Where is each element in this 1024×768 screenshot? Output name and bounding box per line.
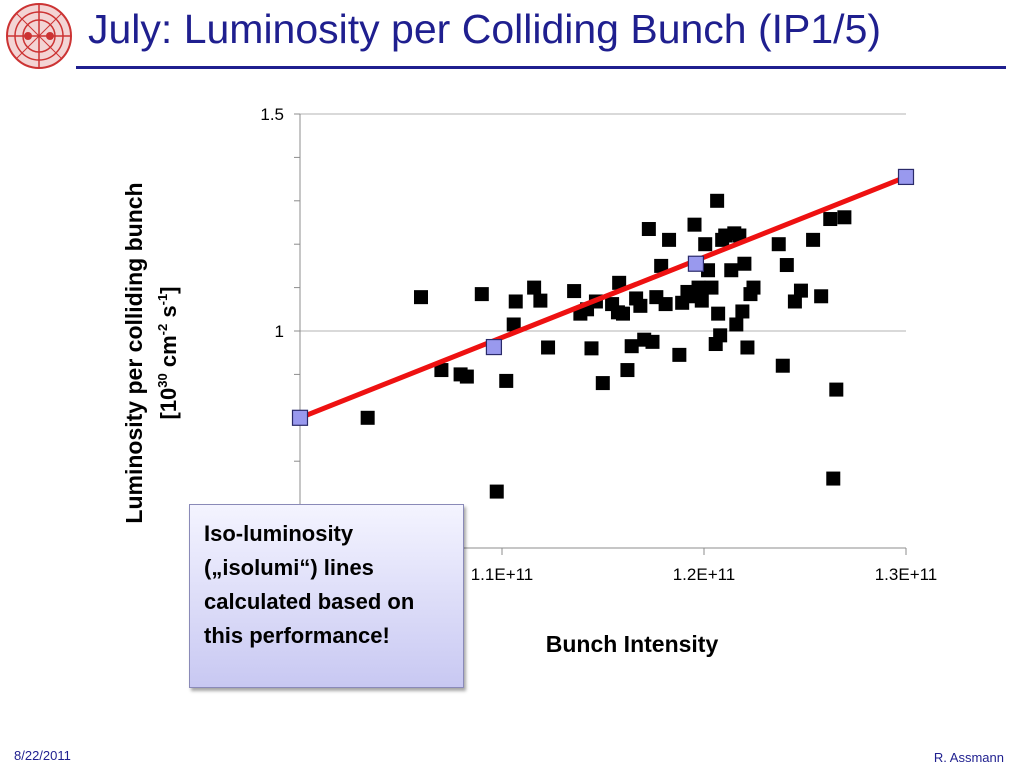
data-point [633,298,648,313]
data-point [489,484,504,499]
data-point [662,232,677,247]
data-point [499,373,514,388]
lhc-logo [2,2,76,70]
data-point [775,358,790,373]
data-point [779,258,794,273]
data-point [837,210,852,225]
y-axis-title: Luminosity per colliding bunch [121,182,147,523]
fit-line [297,174,909,421]
unit-exp: 30 [155,373,170,387]
chart-isolumi-points [291,168,915,426]
data-point [698,237,713,252]
isolumi-point [291,409,309,426]
data-point [612,275,627,290]
chart-points [360,193,852,499]
data-point [814,289,829,304]
data-point [729,317,744,332]
data-point [434,363,449,378]
data-point [826,471,841,486]
data-point [672,347,687,362]
data-point [691,280,706,295]
data-point [506,317,521,332]
data-point [620,363,635,378]
unit-exp: -1 [155,294,170,306]
data-point [746,280,761,295]
y-tick-label: 1 [275,322,284,341]
data-point [724,263,739,278]
data-point [533,293,548,308]
data-point [787,294,802,309]
x-axis-title: Bunch Intensity [546,631,719,657]
data-point [658,297,673,312]
footer-author: R. Assmann [933,750,1004,765]
data-point [737,256,752,271]
y-tick-label: 1.5 [260,105,284,124]
data-point [624,339,639,354]
data-point [527,280,542,295]
data-point [567,284,582,299]
unit-part: s [156,305,181,323]
unit-exp: -2 [155,324,170,336]
data-point [829,382,844,397]
isolumi-callout: Iso-luminosity („isolumi“) lines calcula… [189,504,464,688]
isolumi-point [897,168,915,186]
data-point [713,328,728,343]
x-tick-label: 1.3E+11 [875,565,938,584]
slide-title: July: Luminosity per Colliding Bunch (IP… [88,6,882,52]
data-point [595,376,610,391]
isolumi-point [687,255,705,272]
data-point [360,410,375,425]
data-point [687,217,702,232]
data-point [701,263,716,278]
data-point [694,293,709,308]
data-point [641,222,656,237]
y-axis-unit: [1030 cm-2 s-1] [155,287,181,420]
data-point [710,193,725,208]
footer-date: 8/22/2011 [14,748,71,763]
data-point [735,304,750,319]
x-tick-label: 1.1E+11 [471,565,534,584]
unit-part: cm [156,335,181,373]
data-point [474,287,489,302]
data-point [740,340,755,355]
unit-part: ] [156,287,181,294]
data-point [732,228,747,243]
data-point [654,258,669,273]
unit-part: [10 [156,388,181,420]
data-point [711,306,726,321]
chart-ticks: 1 1.5 1.1E+11 1.2E+11 1.3E+11 [260,105,937,584]
chart-grid [300,113,906,332]
isolumi-point [485,338,503,356]
data-point [541,340,556,355]
title-divider [76,66,1006,69]
data-point [704,280,719,295]
data-point [823,212,838,227]
data-point [793,283,808,298]
data-point [645,334,660,349]
data-point [771,237,786,252]
data-point [615,306,630,321]
data-point [459,369,474,384]
x-tick-label: 1.2E+11 [673,565,736,584]
data-point [413,290,428,305]
data-point [584,341,599,356]
data-point [508,294,523,309]
data-point [806,232,821,247]
